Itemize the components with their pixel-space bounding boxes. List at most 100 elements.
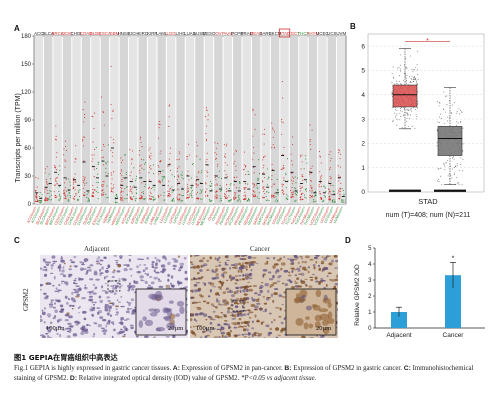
a-dot-tumor [187, 156, 189, 158]
a-dot-normal [145, 183, 147, 185]
a-dot-tumor [252, 109, 254, 111]
a-dot-tumor [119, 199, 121, 201]
a-dot-tumor [83, 116, 86, 119]
a-dot-normal [59, 193, 61, 195]
micro-cell [172, 267, 176, 270]
micro-cell [230, 264, 236, 267]
micro-cell [105, 324, 108, 328]
b-sample-dot [398, 75, 400, 77]
a-dot-tumor [140, 158, 142, 160]
a-dot-normal [105, 172, 107, 174]
a-dot-tumor [309, 124, 311, 126]
a-dot-normal [192, 162, 194, 165]
a-dot-tumor [150, 197, 152, 199]
a-dot-normal [48, 192, 50, 194]
a-dot-tumor [330, 184, 332, 186]
a-dot-tumor [149, 198, 151, 200]
a-dot-normal [209, 181, 212, 183]
a-dot-tumor [302, 192, 304, 194]
micro-cell [75, 324, 80, 326]
micro-cell [333, 255, 338, 258]
micro-cell [87, 266, 91, 269]
micro-cell [130, 312, 136, 315]
a-dot-normal [87, 197, 89, 199]
micro-inset-cell [318, 308, 329, 313]
micro-cell [259, 289, 263, 294]
a-dot-tumor [72, 197, 74, 199]
a-dot-tumor [309, 173, 311, 175]
b-sample-dot [410, 78, 412, 79]
a-dot-normal [228, 195, 230, 197]
a-dot-tumor [235, 197, 237, 199]
micro-cell [120, 316, 125, 321]
a-dot-normal [256, 187, 258, 189]
a-dot-normal [143, 159, 145, 161]
b-sample-dot [400, 83, 402, 85]
micro-cell [242, 255, 246, 258]
a-dot-tumor [233, 184, 235, 186]
a-dot-tumor [169, 194, 171, 196]
a-dot-tumor [195, 183, 197, 185]
a-dot-normal [153, 198, 155, 201]
a-dot-normal [295, 188, 297, 190]
a-dot-normal [87, 200, 89, 202]
a-dot-normal [133, 185, 135, 187]
b-sample-dot [457, 182, 459, 184]
a-dot-tumor [243, 168, 245, 170]
micro-cell [81, 296, 86, 300]
b-sample-dot [395, 116, 397, 118]
a-dot-normal [201, 170, 203, 172]
a-x-tick-label: OV(num= [211, 206, 221, 222]
a-dot-tumor [113, 187, 115, 189]
micro-cell [318, 267, 322, 271]
micro-cell [211, 303, 214, 307]
a-dot-normal [209, 185, 211, 188]
micro-cell [216, 297, 219, 302]
micro-cell [311, 273, 315, 276]
a-dot-normal [79, 189, 81, 191]
a-dot-normal [277, 189, 279, 191]
micro-cell [233, 291, 237, 295]
micro-cell [106, 296, 111, 299]
a-dot-tumor [186, 174, 188, 176]
adjacent-micrograph [40, 255, 188, 338]
a-dot-normal [59, 197, 61, 199]
a-dot-tumor [291, 176, 293, 178]
a-dot-normal [258, 178, 260, 180]
a-dot-tumor [178, 193, 180, 195]
b-sample-dot [441, 184, 443, 186]
a-dot-tumor [55, 156, 58, 158]
micro-cell [40, 284, 44, 287]
b-sample-dot [415, 81, 417, 83]
b-sample-dot [399, 113, 401, 114]
b-sample-dot [436, 145, 438, 147]
a-dot-normal [126, 198, 128, 200]
a-dot-tumor [56, 177, 58, 179]
a-dot-normal [229, 184, 231, 186]
a-dot-tumor [64, 192, 66, 194]
b-sample-dot [447, 159, 449, 161]
a-dot-tumor [129, 189, 132, 191]
b-sample-dot [397, 83, 399, 85]
a-dot-tumor [243, 195, 245, 197]
b-sample-dot [416, 69, 418, 71]
micro-cell [95, 278, 100, 281]
a-cancer-header: OV [215, 31, 221, 36]
a-dot-tumor [272, 183, 274, 185]
a-dot-tumor [253, 195, 255, 198]
a-dot-tumor [157, 181, 159, 183]
micro-cell [235, 298, 240, 302]
a-dot-tumor [281, 168, 283, 170]
b-sample-dot [403, 114, 405, 116]
a-dot-tumor [197, 172, 199, 174]
micro-cell [178, 266, 182, 270]
a-dot-normal [161, 176, 163, 178]
micro-cell [49, 321, 53, 325]
a-dot-tumor [35, 196, 37, 198]
a-dot-tumor [214, 152, 216, 154]
micro-inset-cell [299, 289, 308, 297]
b-sample-dot [398, 80, 400, 82]
micro-cell [104, 291, 109, 294]
micro-cell [251, 261, 257, 264]
micro-inset-cell [155, 326, 166, 332]
